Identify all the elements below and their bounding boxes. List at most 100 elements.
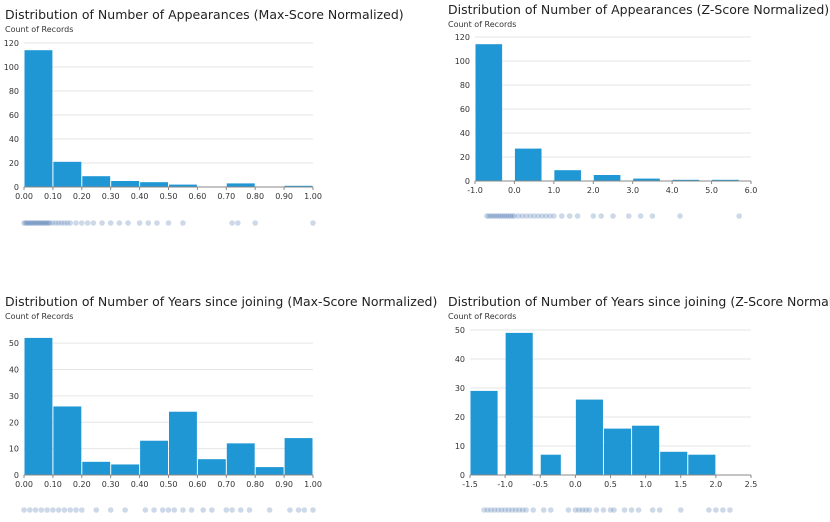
- strip-point: [598, 213, 604, 219]
- x-tick-label: 1.00: [304, 480, 322, 489]
- strip-point: [142, 507, 149, 513]
- strip-point: [266, 507, 273, 513]
- strip-point: [611, 507, 617, 513]
- strip-point: [501, 213, 508, 219]
- histogram-bar: [593, 175, 621, 181]
- strip-point: [45, 220, 52, 226]
- histogram-bar: [475, 44, 503, 182]
- strip-point: [713, 507, 719, 513]
- strip-point: [499, 213, 506, 219]
- strip-point: [489, 213, 496, 219]
- strip-point: [44, 507, 50, 513]
- strip-point: [543, 213, 549, 219]
- y-axis-caption: Count of Records: [448, 312, 516, 321]
- strip-point: [165, 220, 172, 226]
- strip-point: [509, 507, 515, 513]
- y-tick-label: 120: [455, 33, 470, 42]
- y-tick-label: 100: [455, 57, 470, 66]
- plot-area: 0 20 40 60 80 100 120 -1.0 0.0 1.0 2.0 3.0 4.0 5.0 6.0: [455, 33, 757, 219]
- strip-point: [488, 507, 494, 513]
- strip-point: [607, 507, 614, 513]
- y-tick-label: 50: [455, 326, 465, 335]
- y-tick-label: 40: [9, 366, 19, 375]
- strip-point: [720, 507, 726, 513]
- x-tick-label: 0.80: [246, 480, 264, 489]
- histogram-bar: [712, 179, 739, 181]
- y-tick-label: 30: [9, 392, 19, 401]
- x-tick-label: 0.5: [604, 480, 617, 489]
- x-tick-label: 5.0: [705, 186, 718, 195]
- strip-point: [572, 507, 579, 513]
- x-tick-label: 1.5: [674, 480, 687, 489]
- strip-point: [523, 507, 529, 513]
- strip-point: [171, 507, 178, 513]
- strip-point: [151, 507, 157, 513]
- x-tick-label: 0.40: [131, 480, 149, 489]
- strip-point: [31, 220, 37, 226]
- strip-point: [99, 220, 105, 226]
- strip-point: [610, 213, 616, 219]
- chart-title: Distribution of Number of Years since jo…: [448, 294, 830, 309]
- strip-point: [32, 220, 39, 226]
- strip-point: [491, 507, 498, 513]
- strip-point: [116, 220, 123, 226]
- strip-point: [235, 220, 241, 226]
- strip-point: [107, 507, 114, 513]
- strip-point: [21, 220, 27, 226]
- x-tick-label: 1.0: [547, 186, 560, 195]
- strip-point: [495, 213, 502, 219]
- x-tick-label: 0.10: [44, 480, 62, 489]
- strip-point: [600, 507, 607, 513]
- x-tick-label: 0.50: [160, 192, 178, 201]
- y-tick-label: 20: [460, 153, 470, 162]
- strip-point: [519, 213, 526, 219]
- x-tick-label: 0.90: [275, 480, 293, 489]
- histogram-bar: [53, 406, 82, 475]
- strip-point: [481, 507, 487, 513]
- histogram-bar: [688, 454, 716, 475]
- strip-point: [527, 213, 533, 219]
- strip-point: [25, 220, 32, 226]
- strip-point: [42, 220, 49, 226]
- strip-point: [93, 507, 100, 513]
- strip-point: [252, 220, 258, 226]
- y-tick-label: 80: [460, 81, 470, 90]
- x-tick-label: 2.5: [745, 480, 758, 489]
- histogram-bar: [111, 181, 140, 187]
- strip-point: [58, 220, 65, 226]
- strip-point: [26, 220, 33, 226]
- plot-area: 0 20 40 60 80 100 120 0.00 0.10 0.20 0.30 0.40 0.50 0…: [4, 39, 322, 226]
- strip-point: [136, 220, 143, 226]
- x-tick-label: 2.0: [710, 480, 723, 489]
- x-tick-label: -1.0: [467, 186, 483, 195]
- strip-point: [495, 507, 501, 513]
- chart-appearances-z: Distribution of Number of Appearances (Z…: [448, 2, 829, 219]
- strip-point: [486, 213, 492, 219]
- strip-point: [47, 220, 53, 226]
- strip-point: [34, 220, 40, 226]
- strip-point: [503, 213, 510, 219]
- y-tick-label: 60: [9, 111, 19, 120]
- strip-point: [229, 220, 235, 226]
- strip-point: [61, 507, 68, 513]
- y-axis-caption: Count of Records: [5, 25, 73, 34]
- histogram-bar: [140, 440, 168, 475]
- strip-point: [523, 213, 530, 219]
- strip-point: [539, 213, 545, 219]
- y-tick-label: 10: [9, 445, 19, 454]
- y-tick-label: 50: [9, 339, 19, 348]
- x-tick-label: 0.80: [246, 192, 264, 201]
- histogram-bar: [514, 148, 542, 181]
- strip-point: [122, 507, 128, 513]
- strip-point: [41, 220, 48, 226]
- strip-point: [637, 213, 644, 219]
- strip-point: [310, 507, 316, 513]
- x-tick-label: 0.30: [102, 480, 120, 489]
- histogram-bar: [82, 461, 111, 475]
- x-tick-label: 0.0: [508, 186, 521, 195]
- strip-point: [79, 507, 85, 513]
- x-tick-label: 0.10: [44, 192, 62, 201]
- x-tick-label: 0.30: [102, 192, 120, 201]
- strip-point: [706, 507, 712, 513]
